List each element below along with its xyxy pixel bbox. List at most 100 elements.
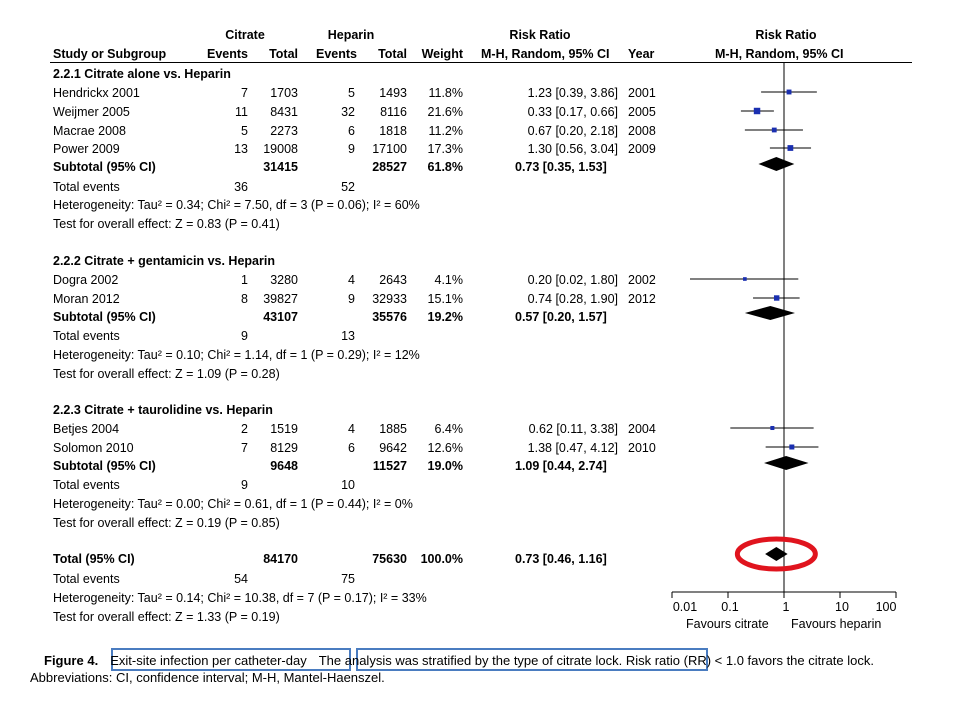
subtotal-rr-ci: 0.73 [0.35, 1.53] [515, 160, 607, 174]
weight: 15.1% [427, 292, 463, 306]
total-events-label: Total events [53, 572, 120, 586]
total1: 19008 [263, 142, 298, 156]
study-name: Power 2009 [53, 142, 120, 156]
subtotal-total2: 35576 [372, 310, 407, 324]
total1: 2273 [270, 124, 298, 138]
subtotal-diamond [758, 157, 795, 171]
total-events-label: Total events [53, 180, 120, 194]
study-name: Moran 2012 [53, 292, 120, 306]
year: 2009 [628, 142, 656, 156]
total-events2: 13 [341, 329, 355, 343]
total2: 1493 [379, 86, 407, 100]
subtotal-weight: 19.0% [427, 459, 463, 473]
year: 2001 [628, 86, 656, 100]
events1: 11 [235, 105, 248, 119]
axis-tick-label: 0.1 [721, 600, 739, 614]
total2: 32933 [372, 292, 407, 306]
rr-ci: 1.30 [0.56, 3.04] [527, 142, 618, 156]
total1: 8129 [270, 441, 298, 455]
total-events-label: Total events [53, 329, 120, 343]
year-column-header: Year [628, 47, 655, 61]
total-events2: 10 [341, 478, 355, 492]
rr-ci: 1.23 [0.39, 3.86] [527, 86, 618, 100]
events1: 7 [241, 86, 248, 100]
overall-effect-text: Test for overall effect: Z = 1.09 (P = 0… [53, 367, 280, 381]
caption-highlight-box [356, 648, 708, 671]
total1: 8431 [270, 105, 298, 119]
axis-tick-label: 100 [875, 600, 897, 614]
subtotal-label: Subtotal (95% CI) [53, 459, 156, 473]
weight: 4.1% [434, 273, 464, 287]
favours-heparin-label: Favours heparin [791, 617, 882, 631]
heterogeneity-text: Heterogeneity: Tau² = 0.34; Chi² = 7.50,… [53, 198, 420, 212]
year: 2002 [628, 273, 656, 287]
total-events2: 52 [341, 180, 355, 194]
total2: 17100 [372, 142, 407, 156]
events1: 8 [241, 292, 248, 306]
rr-ci: 0.62 [0.11, 3.38] [528, 422, 618, 436]
subtotal-label: Subtotal (95% CI) [53, 310, 156, 324]
overall-effect-text: Test for overall effect: Z = 1.33 (P = 0… [53, 610, 280, 624]
events1: 13 [234, 142, 248, 156]
subtotal-rr-ci: 0.57 [0.20, 1.57] [515, 310, 607, 324]
events1: 5 [241, 124, 248, 138]
total2-column-header: Total [378, 47, 407, 61]
weight: 17.3% [427, 142, 463, 156]
subtotal-rr-ci: 1.09 [0.44, 2.74] [515, 459, 607, 473]
figure-label: Figure 4. [44, 653, 99, 668]
axis-tick-label: 1 [782, 600, 790, 614]
rr-plot-header: Risk Ratio [755, 28, 817, 42]
year: 2008 [628, 124, 656, 138]
heterogeneity-text: Heterogeneity: Tau² = 0.00; Chi² = 0.61,… [53, 497, 413, 511]
highlight-ellipse [734, 536, 818, 572]
study-marker [787, 145, 794, 151]
overall-total2: 75630 [372, 552, 407, 566]
rr-ci: 1.38 [0.47, 4.12] [527, 441, 618, 455]
total1: 1519 [270, 422, 298, 436]
weight: 12.6% [427, 441, 463, 455]
total-events1: 36 [234, 180, 248, 194]
total2: 2643 [379, 273, 407, 287]
study-name: Betjes 2004 [53, 422, 120, 436]
events2: 5 [348, 86, 355, 100]
events2: 4 [348, 422, 355, 436]
year: 2004 [628, 422, 656, 436]
subtotal-diamond [764, 456, 809, 470]
total1-column-header: Total [269, 47, 298, 61]
study-marker [789, 444, 795, 450]
overall-weight: 100.0% [420, 552, 463, 566]
caption-part1: Exit-site infection per catheter-day [110, 653, 307, 668]
caption-highlight-box [111, 648, 351, 671]
events2: 9 [348, 142, 355, 156]
total-events1: 54 [234, 572, 248, 586]
group1-header: Citrate [225, 28, 265, 42]
rr-ci: 0.33 [0.17, 0.66] [527, 105, 618, 119]
subtotal-total2: 28527 [372, 160, 407, 174]
total2: 8116 [380, 105, 407, 119]
group2-header: Heparin [327, 28, 375, 42]
events2: 6 [348, 441, 355, 455]
study-name: Solomon 2010 [53, 441, 134, 455]
subgroup-title: 2.2.2 Citrate + gentamicin vs. Heparin [53, 254, 275, 268]
study-marker [743, 277, 747, 281]
weight: 11.2% [428, 124, 463, 138]
events2-column-header: Events [316, 47, 357, 61]
subtotal-weight: 61.8% [427, 160, 463, 174]
overall-diamond [765, 547, 788, 561]
rr-ci: 0.74 [0.28, 1.90] [527, 292, 618, 306]
rr-ci-column-header: M-H, Random, 95% CI [481, 47, 610, 61]
subgroup-title: 2.2.3 Citrate + taurolidine vs. Heparin [53, 403, 273, 417]
total1: 39827 [263, 292, 298, 306]
events1: 7 [241, 441, 248, 455]
events2: 4 [348, 273, 355, 287]
heterogeneity-text: Heterogeneity: Tau² = 0.14; Chi² = 10.38… [53, 591, 427, 605]
weight: 6.4% [434, 422, 464, 436]
study-name: Hendrickx 2001 [53, 86, 140, 100]
subtotal-weight: 19.2% [427, 310, 463, 324]
subtotal-total1: 9648 [270, 459, 298, 473]
events2: 9 [348, 292, 355, 306]
study-marker [773, 295, 780, 301]
subtotal-total1: 43107 [263, 310, 298, 324]
heterogeneity-text: Heterogeneity: Tau² = 0.10; Chi² = 1.14,… [53, 348, 420, 362]
